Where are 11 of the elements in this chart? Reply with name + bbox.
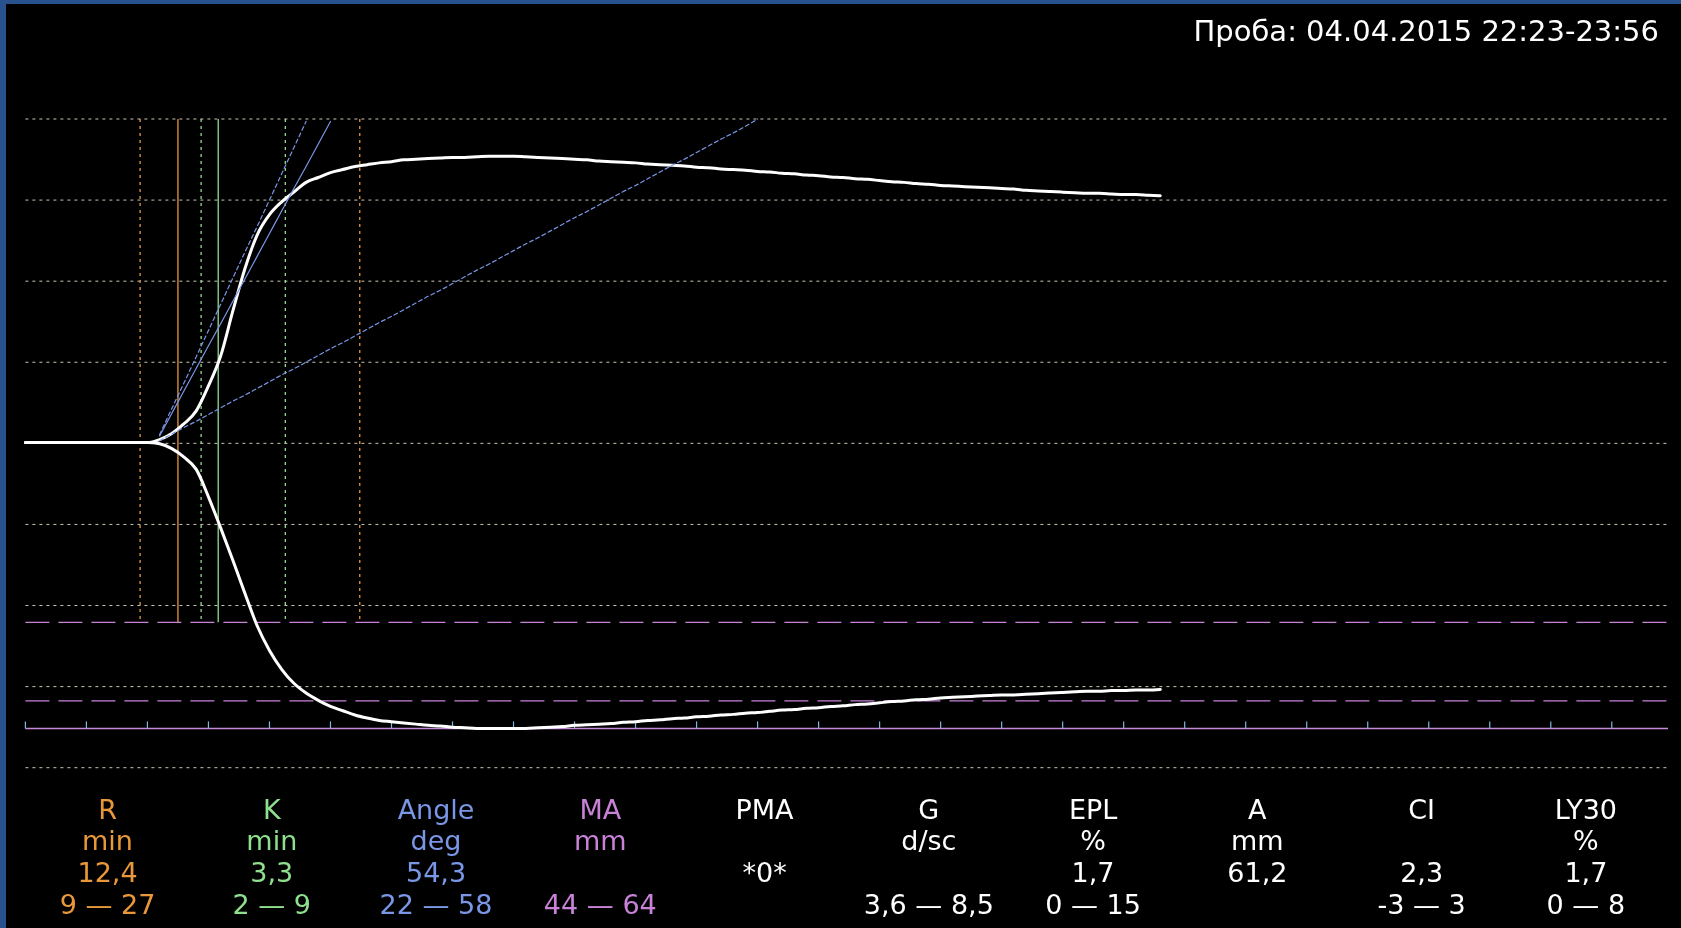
text: CI 2,3 -3 — 3 [1377,793,1466,920]
text: G d/sc 3,6 — 8,5 [863,793,994,920]
text: A mm 61,2 [1227,793,1288,889]
text: R min 12,4 9 — 27 [59,793,156,920]
chart-title: Проба: 04.04.2015 22:23-23:56 [1193,14,1659,48]
text: Angle deg 54,3 22 — 58 [379,793,493,920]
text: EPL % 1,7 0 — 15 [1045,793,1141,920]
text: MA mm 44 — 64 [543,793,657,920]
text: K min 3,3 2 — 9 [232,793,312,920]
text: LY30 % 1,7 0 — 8 [1546,793,1626,920]
text: PMA *0* [735,793,794,889]
